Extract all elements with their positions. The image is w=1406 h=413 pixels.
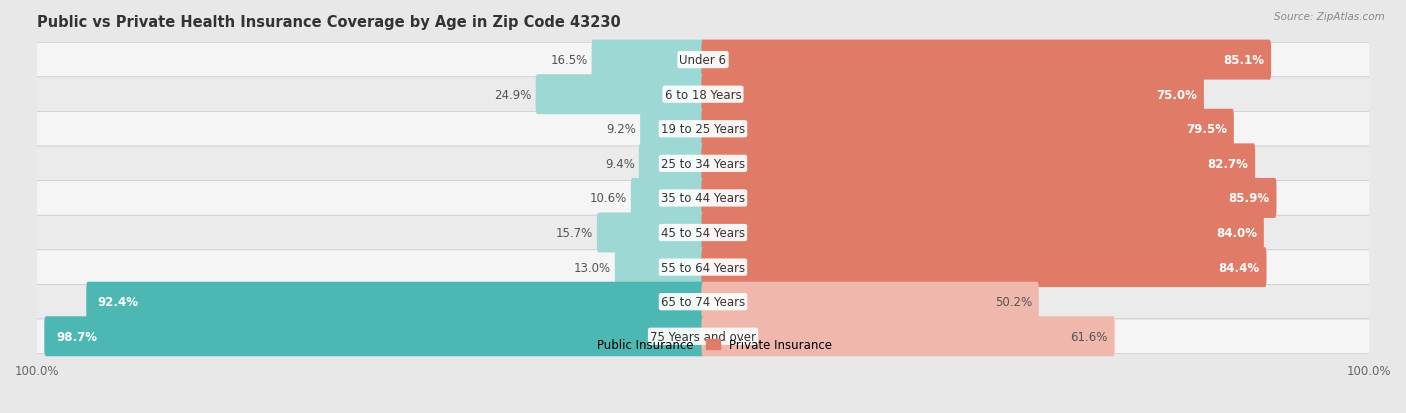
FancyBboxPatch shape xyxy=(592,40,704,81)
Text: 15.7%: 15.7% xyxy=(555,226,593,240)
Text: 75 Years and over: 75 Years and over xyxy=(650,330,756,343)
FancyBboxPatch shape xyxy=(37,181,1369,216)
Text: 84.4%: 84.4% xyxy=(1219,261,1260,274)
FancyBboxPatch shape xyxy=(702,144,1256,184)
FancyBboxPatch shape xyxy=(45,316,704,356)
Text: 25 to 34 Years: 25 to 34 Years xyxy=(661,157,745,171)
FancyBboxPatch shape xyxy=(37,250,1369,285)
Text: 35 to 44 Years: 35 to 44 Years xyxy=(661,192,745,205)
Text: 9.2%: 9.2% xyxy=(606,123,637,136)
FancyBboxPatch shape xyxy=(37,43,1369,78)
Text: 85.9%: 85.9% xyxy=(1229,192,1270,205)
Text: 10.6%: 10.6% xyxy=(591,192,627,205)
FancyBboxPatch shape xyxy=(702,40,1271,81)
FancyBboxPatch shape xyxy=(638,144,704,184)
FancyBboxPatch shape xyxy=(536,75,704,115)
FancyBboxPatch shape xyxy=(37,285,1369,319)
Text: 84.0%: 84.0% xyxy=(1216,226,1257,240)
Text: 24.9%: 24.9% xyxy=(495,88,531,102)
FancyBboxPatch shape xyxy=(614,247,704,287)
Legend: Public Insurance, Private Insurance: Public Insurance, Private Insurance xyxy=(569,334,837,356)
FancyBboxPatch shape xyxy=(702,282,1039,322)
FancyBboxPatch shape xyxy=(702,316,1115,356)
Text: Public vs Private Health Insurance Coverage by Age in Zip Code 43230: Public vs Private Health Insurance Cover… xyxy=(37,15,621,30)
FancyBboxPatch shape xyxy=(631,178,704,218)
Text: 9.4%: 9.4% xyxy=(605,157,636,171)
FancyBboxPatch shape xyxy=(702,75,1204,115)
Text: 19 to 25 Years: 19 to 25 Years xyxy=(661,123,745,136)
Text: 16.5%: 16.5% xyxy=(551,54,588,67)
Text: 92.4%: 92.4% xyxy=(98,295,139,309)
FancyBboxPatch shape xyxy=(702,247,1267,287)
FancyBboxPatch shape xyxy=(640,109,704,150)
Text: 75.0%: 75.0% xyxy=(1156,88,1197,102)
Text: 50.2%: 50.2% xyxy=(995,295,1032,309)
Text: Source: ZipAtlas.com: Source: ZipAtlas.com xyxy=(1274,12,1385,22)
Text: 55 to 64 Years: 55 to 64 Years xyxy=(661,261,745,274)
FancyBboxPatch shape xyxy=(37,78,1369,112)
Text: 65 to 74 Years: 65 to 74 Years xyxy=(661,295,745,309)
FancyBboxPatch shape xyxy=(37,147,1369,181)
Text: 98.7%: 98.7% xyxy=(56,330,97,343)
FancyBboxPatch shape xyxy=(37,216,1369,250)
Text: 6 to 18 Years: 6 to 18 Years xyxy=(665,88,741,102)
Text: Under 6: Under 6 xyxy=(679,54,727,67)
Text: 61.6%: 61.6% xyxy=(1070,330,1108,343)
FancyBboxPatch shape xyxy=(702,213,1264,253)
Text: 79.5%: 79.5% xyxy=(1185,123,1227,136)
FancyBboxPatch shape xyxy=(37,319,1369,354)
FancyBboxPatch shape xyxy=(702,178,1277,218)
Text: 13.0%: 13.0% xyxy=(574,261,612,274)
FancyBboxPatch shape xyxy=(702,109,1234,150)
Text: 85.1%: 85.1% xyxy=(1223,54,1264,67)
Text: 45 to 54 Years: 45 to 54 Years xyxy=(661,226,745,240)
FancyBboxPatch shape xyxy=(86,282,704,322)
FancyBboxPatch shape xyxy=(37,112,1369,147)
FancyBboxPatch shape xyxy=(598,213,704,253)
Text: 82.7%: 82.7% xyxy=(1208,157,1249,171)
